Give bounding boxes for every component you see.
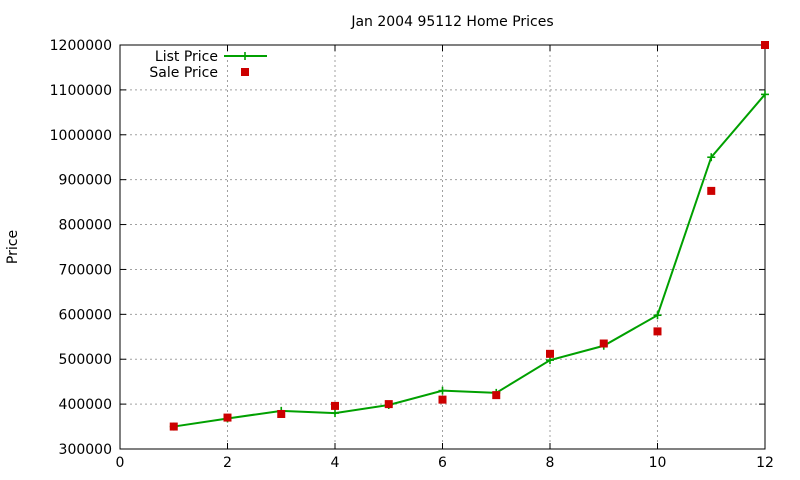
axis-ticks: 300000 400000 500000 600000 700000 800000 9000… [50, 38, 774, 471]
sale-price-point [169, 422, 178, 431]
sale-price-point [653, 327, 662, 336]
x-tick-label: 12 [756, 455, 774, 471]
list-price-point [707, 153, 716, 162]
sale-price-point [761, 41, 769, 49]
y-axis-label: Price [5, 230, 21, 264]
x-tick-label: 0 [116, 455, 125, 471]
sale-price-point [223, 413, 232, 422]
legend-plus-marker [241, 52, 249, 60]
y-tick-label: 1000000 [50, 128, 112, 144]
sale-price-point [331, 401, 339, 410]
sale-price-point [546, 349, 554, 358]
legend-entry: List Price [155, 49, 267, 65]
y-tick-label: 300000 [59, 442, 112, 458]
sale-price-point [492, 391, 501, 400]
sale-price-point [599, 339, 608, 348]
y-tick-label: 600000 [59, 307, 112, 323]
x-tick-label: 4 [331, 455, 340, 471]
y-tick-label: 400000 [59, 397, 112, 413]
y-tick-label: 800000 [59, 218, 112, 234]
series-list-price [169, 90, 769, 431]
list-price-point [438, 386, 447, 395]
series-layer [169, 41, 769, 431]
x-tick-label: 8 [546, 455, 555, 471]
y-tick-label: 1200000 [50, 38, 112, 54]
list-price-point [761, 90, 769, 99]
series-sale-price [169, 41, 769, 431]
x-tick-label: 10 [649, 455, 667, 471]
y-tick-label: 1100000 [50, 83, 112, 99]
grid [120, 45, 765, 449]
x-tick-label: 6 [438, 455, 447, 471]
legend-entry: Sale Price [149, 65, 249, 81]
y-tick-label: 500000 [59, 352, 112, 368]
plot-border [119, 44, 766, 450]
chart-title: Jan 2004 95112 Home Prices [350, 14, 553, 30]
legend-label: Sale Price [149, 65, 218, 81]
list-price-point [331, 409, 339, 418]
y-tick-label: 900000 [59, 173, 112, 189]
legend-square-marker [241, 68, 249, 76]
y-tick-label: 700000 [59, 262, 112, 278]
list-price-line [173, 93, 766, 428]
sale-price-point [438, 395, 447, 404]
sale-price-point [707, 186, 716, 195]
x-tick-label: 2 [223, 455, 232, 471]
sale-price-point [384, 400, 393, 409]
sale-price-point [277, 409, 286, 418]
legend-label: List Price [155, 49, 218, 65]
list-price-point [653, 311, 662, 320]
